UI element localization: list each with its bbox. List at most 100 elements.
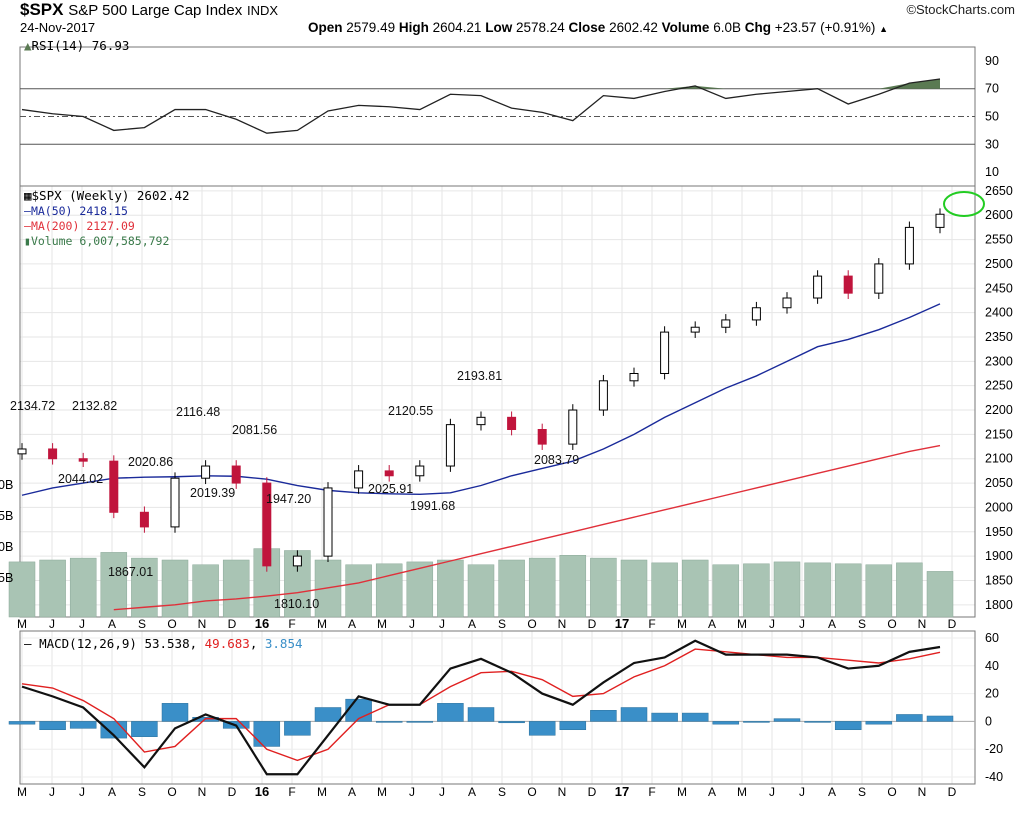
macd-histogram-bar	[590, 710, 617, 722]
down-candle	[231, 465, 241, 484]
down-candle	[537, 429, 547, 445]
macd-legend: — MACD(12,26,9) 53.538, 49.683, 3.854	[24, 636, 303, 651]
grid-lines	[20, 186, 975, 784]
macd-histogram-bar	[498, 721, 525, 724]
macd-histogram-bar	[437, 703, 464, 722]
x-tick-label: J	[799, 617, 805, 631]
volume-icon: ▮	[24, 234, 31, 248]
up-candle	[660, 331, 670, 374]
y-tick-label: 2050	[985, 476, 1013, 490]
up-candle	[782, 297, 792, 309]
price-annotation: 2025.91	[368, 482, 413, 496]
y-tick-label: 2650	[985, 184, 1013, 198]
y-tick-label: 2600	[985, 208, 1013, 222]
price-legend: ▦$SPX (Weekly) 2602.42	[24, 188, 190, 203]
volume-bar	[651, 562, 678, 618]
x-tick-label: 17	[615, 784, 629, 799]
up-candle	[598, 380, 608, 411]
highlight-ellipse	[943, 191, 985, 217]
x-tick-label: O	[527, 617, 536, 631]
rsi-tick-label: 10	[985, 165, 999, 179]
x-tick-label: J	[769, 785, 775, 799]
x-tick-label: D	[948, 617, 957, 631]
up-candle	[629, 372, 639, 382]
x-tick-label: D	[588, 785, 597, 799]
volume-bar	[712, 564, 740, 618]
macd-histogram-bar	[896, 714, 923, 722]
x-tick-label: A	[828, 785, 836, 799]
price-annotation: 2134.72	[10, 399, 55, 413]
volume-bar	[896, 562, 923, 618]
macd-histogram-bar	[559, 721, 587, 731]
price-frame	[19, 185, 976, 618]
up-candle	[354, 470, 364, 489]
up-candle	[935, 213, 945, 228]
up-candle	[690, 326, 700, 333]
x-tick-label: J	[799, 785, 805, 799]
x-tick-label: J	[769, 617, 775, 631]
up-candle	[323, 487, 333, 557]
macd-histogram-bar	[865, 721, 893, 725]
up-candle	[813, 275, 823, 299]
price-annotation: 1991.68	[410, 499, 455, 513]
quote-bar: Open 2579.49 High 2604.21 Low 2578.24 Cl…	[308, 20, 888, 35]
y-tick-label: 1900	[985, 549, 1013, 563]
macd-histogram-bar	[743, 721, 770, 723]
price-annotation: 2132.82	[72, 399, 117, 413]
price-annotation: 2116.48	[176, 405, 220, 419]
price-annotation: 2193.81	[457, 369, 502, 383]
ma200-line	[113, 444, 941, 611]
chg-value: +23.57 (+0.91%)	[774, 20, 876, 35]
volume-value: 6.0B	[713, 20, 741, 35]
macd-histogram-bar	[620, 707, 648, 722]
x-tick-label: S	[498, 785, 506, 799]
x-tick-label: D	[228, 617, 237, 631]
macd-panel	[8, 639, 975, 776]
down-candle	[507, 416, 517, 431]
y-tick-label: 1950	[985, 525, 1013, 539]
low-label: Low	[485, 20, 513, 35]
rsi-legend: ▲RSI(14) 76.93	[24, 38, 130, 53]
x-tick-label: N	[918, 785, 927, 799]
chg-label: Chg	[744, 20, 771, 35]
y-tick-label: 2000	[985, 500, 1013, 514]
macd-tick-label: -40	[985, 770, 1003, 784]
macd-histogram-bar	[773, 718, 801, 722]
macd-tick-label: 20	[985, 687, 999, 701]
candle-icon: ▦	[24, 188, 32, 203]
volume-legend: ▮Volume 6,007,585,792	[24, 234, 170, 248]
macd-histogram-bar	[651, 712, 678, 722]
macd-hist: 3.854	[264, 636, 303, 651]
x-tick-label: N	[558, 617, 567, 631]
x-tick-label: F	[288, 617, 295, 631]
volume-bar	[375, 563, 403, 618]
rsi-icon: ▲	[24, 38, 32, 53]
rsi-line	[21, 78, 941, 134]
x-tick-label: 16	[255, 616, 269, 631]
volume-bar	[39, 559, 66, 618]
x-tick-label: S	[858, 785, 866, 799]
close-value: 2602.42	[609, 20, 658, 35]
price-annotation: 1947.20	[266, 492, 311, 506]
x-tick-label: J	[439, 617, 445, 631]
macd-histogram-bar	[926, 715, 954, 722]
price-annotation: 1867.01	[108, 565, 153, 579]
rsi-tick-label: 30	[985, 137, 999, 151]
down-candle	[109, 460, 119, 513]
x-tick-label: J	[49, 785, 55, 799]
x-tick-label: M	[17, 617, 27, 631]
macd-signal-line	[21, 648, 941, 762]
down-candle	[78, 458, 88, 462]
up-candle	[415, 465, 425, 477]
up-candle	[292, 555, 302, 567]
volume-bar	[100, 552, 128, 618]
y-tick-label: 2200	[985, 403, 1013, 417]
up-candle	[874, 263, 884, 294]
y-tick-label: 2100	[985, 452, 1013, 466]
ma50-legend: —MA(50) 2418.15	[24, 204, 128, 218]
up-candle	[17, 448, 27, 455]
exchange: INDX	[246, 3, 279, 18]
x-tick-label: A	[348, 617, 356, 631]
macd-histogram-bar	[467, 707, 495, 722]
x-tick-label: J	[409, 785, 415, 799]
